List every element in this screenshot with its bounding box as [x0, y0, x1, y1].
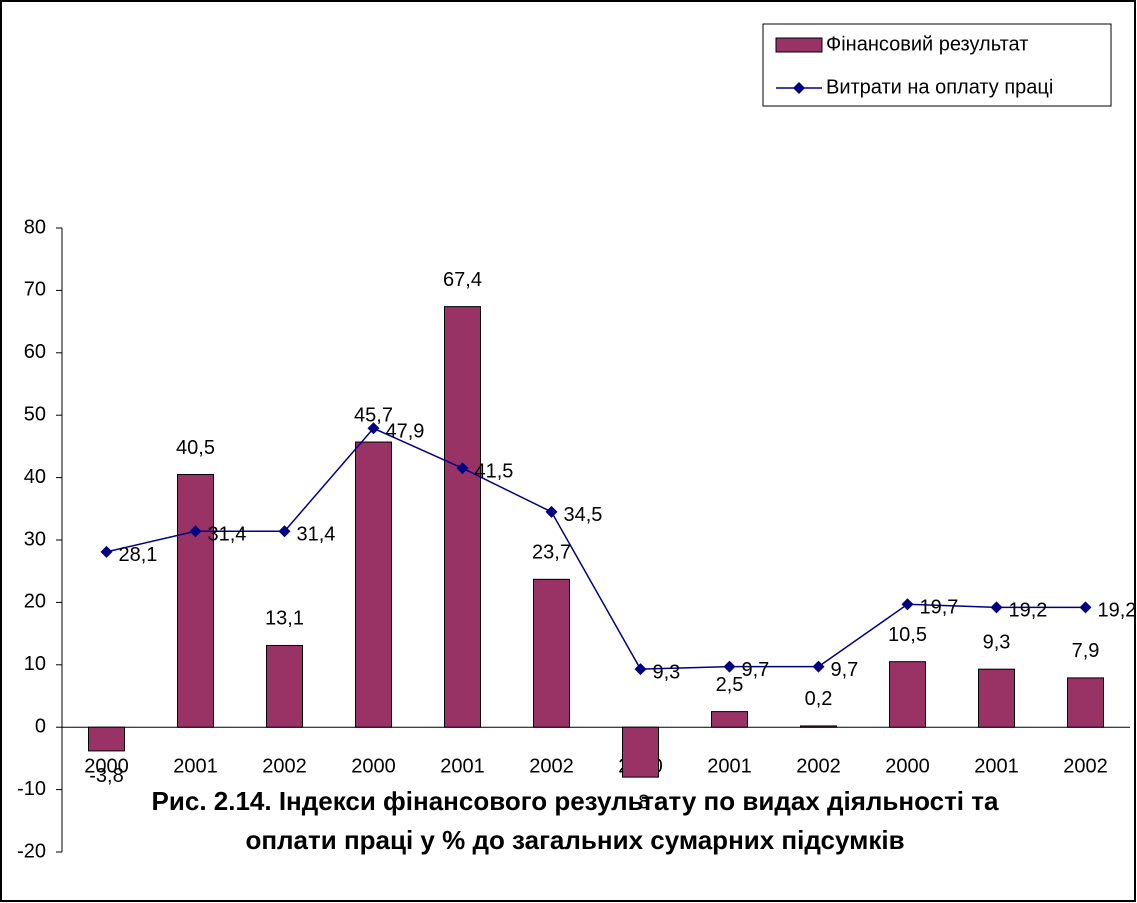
line-marker — [901, 598, 914, 611]
bar-value-label: 0,2 — [805, 688, 833, 710]
x-tick-label: 2000 — [84, 755, 129, 777]
line-value-label: 9,7 — [742, 659, 770, 681]
legend-label: Витрати на оплату праці — [826, 76, 1053, 98]
x-tick-label: 2000 — [351, 755, 396, 777]
y-tick-label: 80 — [24, 216, 46, 238]
x-tick-label: 2001 — [173, 755, 218, 777]
line-value-label: 34,5 — [564, 504, 603, 526]
y-tick-label: 0 — [35, 715, 46, 737]
line-marker — [723, 660, 736, 673]
line-marker — [189, 525, 202, 538]
line-value-label: 19,7 — [920, 597, 959, 619]
y-tick-label: 70 — [24, 279, 46, 301]
line-value-label: 28,1 — [119, 544, 158, 566]
bar-value-label: 67,4 — [443, 269, 482, 291]
line-value-label: 31,4 — [297, 524, 336, 546]
line-marker — [990, 601, 1003, 614]
bar-value-label: -3,8 — [89, 765, 123, 787]
y-tick-label: 40 — [24, 466, 46, 488]
bar-value-label: 23,7 — [532, 542, 571, 564]
bar-value-label: 7,9 — [1072, 640, 1100, 662]
bar — [444, 306, 481, 728]
bar-value-label: 40,5 — [176, 437, 215, 459]
bar — [800, 725, 837, 728]
x-tick-label: 2001 — [440, 755, 485, 777]
y-tick-label: 10 — [24, 653, 46, 675]
legend-swatch — [775, 37, 823, 53]
y-tick-label: -20 — [17, 840, 46, 862]
line-value-label: 47,9 — [386, 421, 425, 443]
y-tick-label: 20 — [24, 591, 46, 613]
bar — [533, 578, 570, 728]
line — [106, 427, 1086, 670]
line-marker — [545, 505, 558, 518]
bar — [355, 441, 392, 728]
bar — [1067, 677, 1104, 728]
bar — [978, 668, 1015, 728]
line-value-label: 9,3 — [653, 661, 681, 683]
x-tick-label: 2000 — [885, 755, 930, 777]
bar — [889, 661, 926, 728]
x-tick-label: 2002 — [529, 755, 574, 777]
bar-value-label: 9,3 — [983, 631, 1011, 653]
x-tick-label: 2001 — [707, 755, 752, 777]
bar — [177, 473, 214, 728]
line-marker — [100, 545, 113, 558]
y-tick-label: -10 — [17, 778, 46, 800]
line-marker — [812, 660, 825, 673]
line-marker — [367, 422, 380, 435]
x-tick-label: 2001 — [974, 755, 1019, 777]
x-tick-label: 2002 — [262, 755, 307, 777]
line-value-label: 19,2 — [1009, 600, 1048, 622]
bar — [88, 726, 125, 752]
bar — [711, 711, 748, 728]
chart-title: Рис. 2.14. Індекси фінансового результат… — [151, 786, 999, 855]
bar-value-label: 2,5 — [716, 674, 744, 696]
y-tick-label: 60 — [24, 341, 46, 363]
bar — [266, 644, 303, 728]
legend-marker — [793, 82, 805, 94]
line-value-label: 9,7 — [831, 659, 859, 681]
bar-value-label: -8 — [632, 791, 650, 813]
line-marker — [456, 462, 469, 475]
bar-value-label: 13,1 — [265, 608, 304, 630]
line-value-label: 31,4 — [208, 524, 247, 546]
bar — [622, 726, 659, 778]
line-marker — [278, 525, 291, 538]
line-value-label: 19,2 — [1098, 600, 1137, 622]
bar-value-label: 45,7 — [354, 404, 393, 426]
line-value-label: 41,5 — [475, 461, 514, 483]
y-tick-label: 30 — [24, 528, 46, 550]
line-marker — [1079, 601, 1092, 614]
x-tick-label: 2002 — [796, 755, 841, 777]
bar-value-label: 10,5 — [888, 624, 927, 646]
legend-label: Фінансовий результат — [826, 33, 1028, 55]
x-tick-label: 2002 — [1063, 755, 1108, 777]
line-marker — [634, 663, 647, 676]
y-tick-label: 50 — [24, 403, 46, 425]
